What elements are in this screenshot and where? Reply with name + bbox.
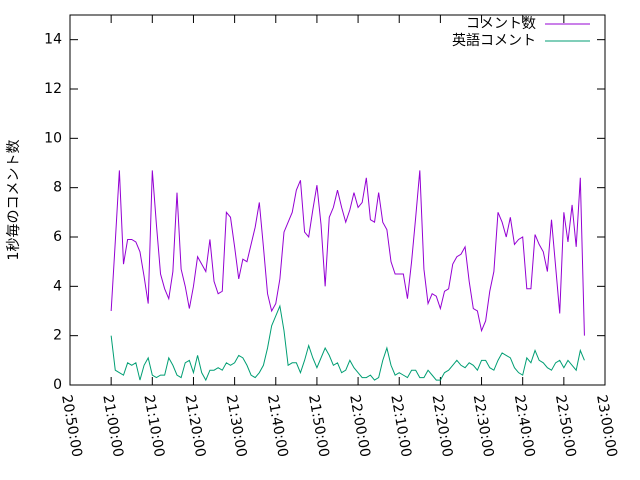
y-tick-label: 14 <box>44 32 62 48</box>
x-tick-label: 22:20:00 <box>429 394 456 459</box>
x-tick-label: 21:10:00 <box>140 394 167 459</box>
x-tick-label: 22:50:00 <box>552 394 579 459</box>
x-tick-label: 22:10:00 <box>387 394 414 459</box>
legend-label: 英語コメント <box>452 32 536 49</box>
x-tick-label: 21:00:00 <box>99 394 126 459</box>
x-tick-label: 20:50:00 <box>58 394 85 459</box>
plot-border <box>69 14 606 386</box>
x-tick-label: 21:30:00 <box>223 394 250 459</box>
x-tick-label: 22:40:00 <box>511 394 538 459</box>
series-line <box>110 170 585 336</box>
x-tick-label: 21:50:00 <box>305 394 332 459</box>
x-tick-label: 21:40:00 <box>264 394 291 459</box>
y-tick-label: 4 <box>53 278 62 294</box>
x-tick-label: 22:30:00 <box>470 394 497 459</box>
x-tick-label: 23:00:00 <box>593 394 620 459</box>
y-tick-label: 12 <box>44 81 62 97</box>
y-tick-label: 6 <box>53 229 62 245</box>
series-line <box>110 304 585 382</box>
y-axis-label: 1秒毎のコメント数 <box>6 140 22 261</box>
legend-label: コメント数 <box>466 16 536 32</box>
y-tick-label: 8 <box>53 180 62 196</box>
x-tick-label: 22:00:00 <box>346 394 373 459</box>
y-tick-label: 0 <box>53 377 62 393</box>
y-tick-label: 2 <box>53 328 62 344</box>
x-tick-label: 21:20:00 <box>182 394 209 459</box>
y-tick-label: 10 <box>44 130 62 146</box>
